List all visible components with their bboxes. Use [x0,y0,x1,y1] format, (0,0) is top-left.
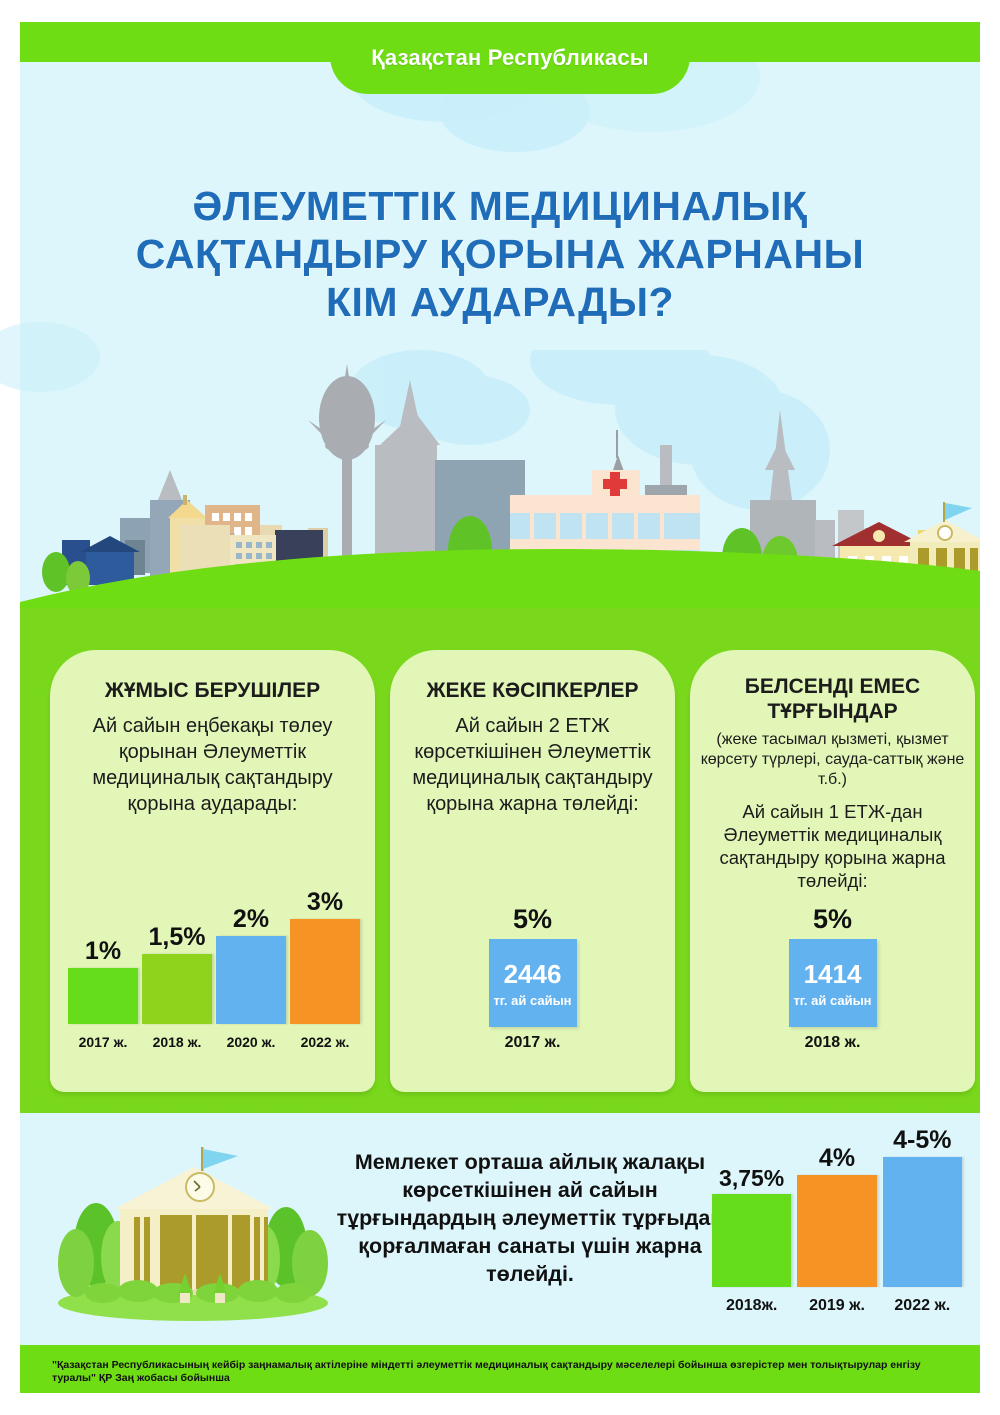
card-ie-body: Ай сайын 2 ЕТЖ көрсеткішінен Әлеуметтік … [412,715,653,815]
bar-value-label: 2% [232,905,270,933]
page-title-line-3: КІМ АУДАРАДЫ? [325,279,674,325]
bar-value-label: 1,5% [148,923,206,951]
nar-amount-square: 1414 тг. ай сайын [788,939,877,1027]
x-tick-label: 2020 ж. [226,1034,276,1050]
footer-bar: "Қазақстан Республикасының кейбір заңнам… [20,1345,980,1393]
cloud-shape [0,322,100,392]
country-tab: Қазақстан Республикасы [330,22,690,94]
city-skyline-illustration [20,350,980,622]
bar-value-label: 4% [818,1144,856,1172]
bar-group: 3,75% 4% 4-5% [712,1126,962,1287]
ie-year: 2017 ж. [504,1034,561,1051]
country-tab-label: Қазақстан Республикасы [371,45,649,70]
page-title-line-1: ӘЛЕУМЕТТІК МЕДИЦИНАЛЫҚ [192,183,808,229]
bar-x-axis-labels: 2017 ж. 2018 ж. 2020 ж. 2022 ж. [68,1034,360,1050]
bar-x-axis-labels: 2018ж. 2019 ж. 2022 ж. [712,1297,962,1315]
bar-rect [882,1157,962,1287]
x-tick-label: 2018ж. [725,1297,778,1314]
nar-year: 2018 ж. [804,1034,861,1051]
x-tick-label: 2017 ж. [78,1034,128,1050]
card-nar-note: (жеке тасымал қызметі, қызмет көрсету тү… [700,731,965,788]
card-nar-title: БЕЛСЕНДІ ЕМЕС ТҰРҒЫНДАР [744,675,921,723]
kazakhstan-flag [203,1149,238,1169]
bar-value-label: 1% [84,937,122,965]
bar-rect [290,919,360,1024]
ie-stat-block: 5% 2446 тг. ай сайын 2017 ж. [390,904,675,1052]
bar-rect [797,1175,877,1287]
bar-rect [216,936,286,1024]
kazakhstan-flag [945,503,972,520]
bar-group: 1% 1,5% 2% 3% [68,888,360,1024]
bar-item: 3,75% [712,1147,792,1287]
card-individual-entrepreneurs: ЖЕКЕ КӘСІПКЕРЛЕР Ай сайын 2 ЕТЖ көрсеткі… [390,650,675,1092]
page-title: ӘЛЕУМЕТТІК МЕДИЦИНАЛЫҚ САҚТАНДЫРУ ҚОРЫНА… [60,182,940,326]
zigzag-divider [20,1097,980,1107]
nar-amount-unit: тг. ай сайын [793,993,872,1008]
bar-value-label: 3,75% [719,1165,785,1191]
ie-amount-square: 2446 тг. ай сайын [488,939,577,1027]
bar-item: 3% [290,888,360,1024]
x-tick-label: 2018 ж. [152,1034,202,1050]
x-tick-label: 2022 ж. [300,1034,350,1050]
ie-amount: 2446 [503,959,562,989]
bar-item: 1% [68,904,138,1024]
bar-item: 2% [216,904,286,1024]
page-title-line-2: САҚТАНДЫРУ ҚОРЫНА ЖАРНАНЫ [135,231,865,277]
bar-item: 4-5% [882,1126,962,1287]
red-cross-icon [603,472,627,496]
state-bar-chart: 3,75% 4% 4-5% 2018ж. 2019 ж. 2022 ж. [712,1126,962,1315]
card-nar-body: Ай сайын 1 ЕТЖ-дан Әлеуметтік медициналы… [719,801,946,891]
bottom-statement-text: Мемлекет орташа айлық жалақы көрсеткішін… [336,1150,724,1286]
nar-amount: 1414 [803,959,862,989]
bar-value-label: 3% [306,888,344,916]
footer-source-text: "Қазақстан Республикасының кейбір заңнам… [52,1359,921,1384]
x-tick-label: 2019 ж. [809,1297,865,1314]
ie-amount-unit: тг. ай сайын [493,993,572,1008]
bar-item: 4% [797,1144,877,1287]
x-tick-label: 2022 ж. [894,1297,951,1314]
bar-value-label: 4-5% [893,1126,952,1154]
government-building-illustration [48,1125,338,1325]
card-ie-title: ЖЕКЕ КӘСІПКЕРЛЕР [426,679,639,702]
bar-item: 1,5% [142,904,212,1024]
card-employers: ЖҰМЫС БЕРУШІЛЕР Ай сайын еңбекақы төлеу … [50,650,375,1092]
nar-stat-block: 5% 1414 тг. ай сайын 2018 ж. [690,904,975,1052]
ie-percent: 5% [512,904,553,934]
card-non-active-residents: БЕЛСЕНДІ ЕМЕС ТҰРҒЫНДАР (жеке тасымал қы… [690,650,975,1092]
bar-rect [712,1194,792,1287]
bar-rect [68,968,138,1024]
card-employers-title: ЖҰМЫС БЕРУШІЛЕР [104,679,321,702]
employers-bar-chart: 1% 1,5% 2% 3% 2017 ж. 2018 ж. [68,888,360,1050]
card-employers-body: Ай сайын еңбекақы төлеу қорынан Әлеуметт… [92,715,333,815]
nar-percent: 5% [812,904,853,934]
bar-rect [142,954,212,1024]
